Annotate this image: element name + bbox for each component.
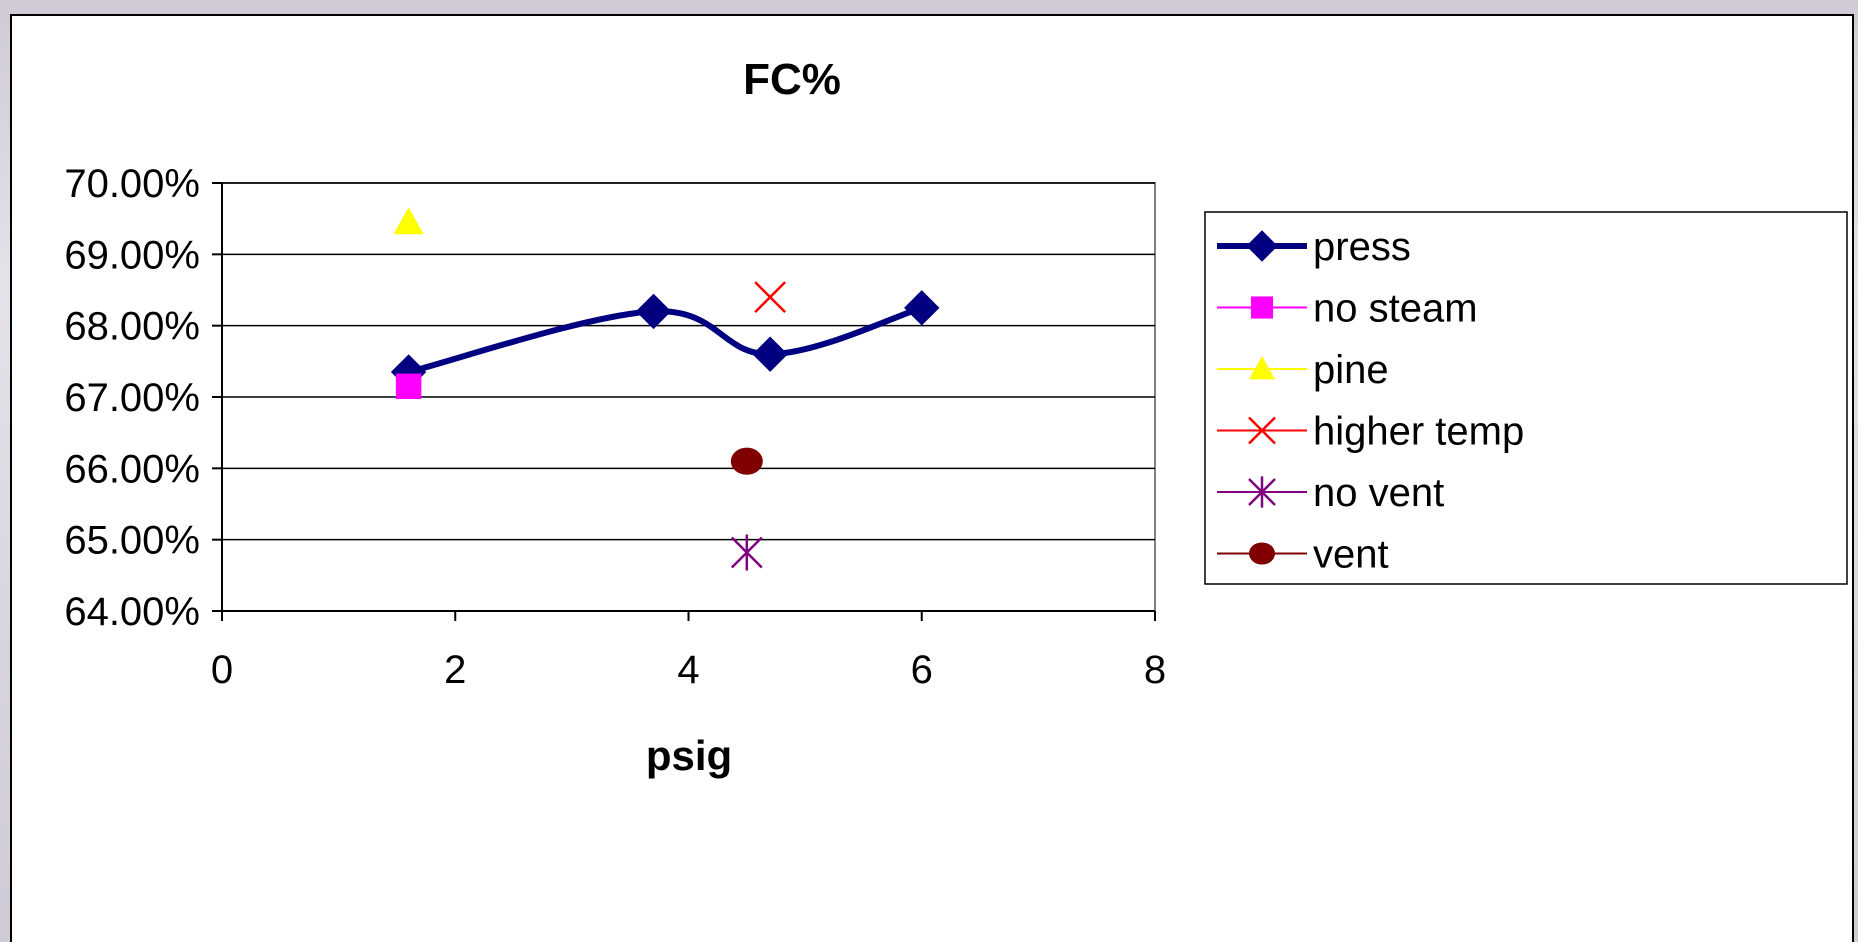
legend-marker bbox=[1246, 230, 1278, 262]
y-tick-label: 69.00% bbox=[64, 233, 200, 277]
data-point-no-vent bbox=[730, 534, 763, 571]
data-point-vent bbox=[730, 447, 763, 475]
x-tick-label: 8 bbox=[1144, 648, 1166, 692]
y-tick-label: 70.00% bbox=[64, 162, 200, 206]
legend-marker-stroke bbox=[1248, 416, 1276, 445]
legend-marker bbox=[1249, 542, 1275, 565]
legend-marker bbox=[1248, 416, 1276, 445]
y-tick-label: 68.00% bbox=[64, 305, 200, 349]
x-axis-title: psig bbox=[646, 732, 732, 779]
y-tick-label: 67.00% bbox=[64, 376, 200, 420]
legend-label: no steam bbox=[1313, 287, 1478, 331]
legend: press no steam pine higher temp no vent vent bbox=[1204, 211, 1848, 585]
legend-item-higher-temp: higher temp bbox=[1217, 410, 1524, 454]
legend-marker bbox=[1249, 356, 1275, 380]
data-point-higher-temp bbox=[754, 281, 787, 314]
x-tick-label: 2 bbox=[444, 648, 466, 692]
data-point-pine bbox=[393, 207, 424, 235]
x-tick-label: 0 bbox=[211, 648, 233, 692]
legend-marker bbox=[1250, 296, 1274, 319]
legend-label: vent bbox=[1313, 533, 1389, 577]
legend-item-no-steam: no steam bbox=[1217, 287, 1478, 331]
legend-label: pine bbox=[1313, 348, 1389, 392]
fc-chart: FC% 64.00% 65.00% 66.00% 67.00% 68.00% 69.00%… bbox=[64, 55, 1848, 779]
legend-box bbox=[1204, 211, 1848, 585]
data-point-no-steam bbox=[395, 373, 422, 400]
y-tick-label: 64.00% bbox=[64, 590, 200, 634]
legend-item-press: press bbox=[1217, 225, 1411, 269]
series-line-press bbox=[407, 304, 923, 375]
legend-item-no-vent: no vent bbox=[1217, 471, 1444, 515]
x-tick-label: 4 bbox=[677, 648, 699, 692]
data-point-press bbox=[904, 290, 940, 326]
data-point-higher-temp-stroke bbox=[754, 281, 787, 314]
y-tick-label: 65.00% bbox=[64, 519, 200, 563]
data-point-press bbox=[635, 293, 672, 330]
y-tick-label: 66.00% bbox=[64, 447, 200, 491]
data-point-press bbox=[752, 336, 788, 372]
legend-label: no vent bbox=[1313, 471, 1444, 515]
legend-label: higher temp bbox=[1313, 410, 1524, 454]
plot-area: 64.00% 65.00% 66.00% 67.00% 68.00% 69.00% 70.0… bbox=[64, 162, 1166, 692]
x-tick-label: 6 bbox=[911, 648, 933, 692]
legend-item-vent: vent bbox=[1217, 533, 1389, 577]
legend-label: press bbox=[1313, 225, 1411, 269]
legend-item-pine: pine bbox=[1217, 348, 1389, 392]
chart-title: FC% bbox=[743, 55, 841, 104]
chart-area: FC% 64.00% 65.00% 66.00% 67.00% 68.00% 69.00%… bbox=[10, 14, 1854, 942]
legend-marker bbox=[1248, 476, 1276, 508]
